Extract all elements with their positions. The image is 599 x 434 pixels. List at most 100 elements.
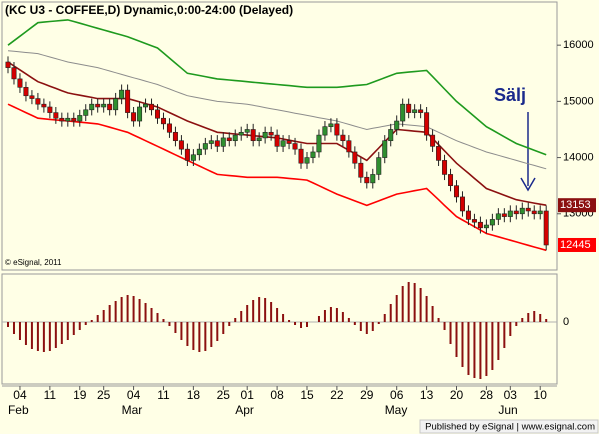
candle-body [155, 109, 161, 119]
oscillator-bar [222, 322, 225, 334]
candle-body [59, 117, 65, 122]
candle-body [107, 103, 113, 111]
x-tick-label: 11 [157, 388, 170, 402]
candle-body [477, 221, 483, 229]
oscillator-bar [294, 322, 297, 325]
oscillator-bar [545, 319, 548, 322]
candle-body [71, 117, 77, 122]
candle-body [519, 207, 525, 215]
candle-body [376, 157, 382, 175]
oscillator-bar [425, 296, 428, 322]
oscillator-bar [437, 318, 440, 322]
x-tick-label: 18 [187, 388, 201, 402]
candle-body [400, 103, 406, 122]
oscillator-bar [114, 301, 117, 322]
candle-body [184, 148, 190, 161]
candle-body [340, 134, 346, 142]
oscillator-bar [276, 308, 279, 322]
candle-body [448, 174, 454, 186]
oscillator-bar [407, 282, 410, 322]
y-tick-label: 15000 [563, 95, 594, 107]
oscillator-bar [210, 322, 213, 347]
oscillator-bar [78, 322, 81, 330]
candle-body [418, 109, 424, 113]
oscillator-bar [264, 298, 267, 322]
candle-body [125, 89, 131, 113]
oscillator-bar [317, 316, 320, 322]
oscillator-bar [365, 322, 368, 334]
oscillator-bar [449, 322, 452, 344]
candle-body [525, 207, 531, 212]
oscillator-bar [473, 322, 476, 378]
candle-body [430, 134, 436, 147]
candle-body [83, 109, 89, 116]
oscillator-bar [413, 283, 416, 322]
x-tick-label: 13 [420, 388, 434, 402]
candle-body [412, 109, 418, 113]
oscillator-bar [24, 322, 27, 345]
oscillator-bar [18, 322, 21, 340]
oscillator-bar [144, 303, 147, 322]
oscillator-bar [30, 322, 33, 349]
candle-body [166, 123, 172, 133]
annotation-arrowhead [520, 177, 536, 192]
oscillator-bar [72, 322, 75, 335]
candle-body [77, 115, 83, 122]
candle-body [53, 112, 59, 119]
x-tick-label: 04 [13, 388, 27, 402]
candle-body [238, 131, 244, 136]
candle-body [322, 126, 328, 136]
candle-body [5, 61, 11, 68]
candle-body [465, 210, 471, 220]
candle-body [358, 162, 364, 178]
candle-body [531, 210, 537, 215]
candle-body [172, 131, 178, 142]
candle-body [178, 140, 184, 150]
oscillator-bar [228, 322, 231, 326]
candle-body [304, 157, 310, 164]
candle-body [119, 89, 125, 99]
candle-body [513, 210, 519, 215]
candle-body [95, 103, 101, 108]
candle-body [274, 134, 280, 147]
oscillator-bar [479, 322, 482, 379]
oscillator-bar [138, 299, 141, 322]
oscillator-bar [84, 322, 87, 325]
oscillator-bar [60, 322, 63, 344]
oscillator-bar [174, 322, 177, 333]
candle-body [232, 134, 238, 142]
oscillator-bar [240, 311, 243, 322]
candle-body [11, 67, 17, 80]
oscillator-bar [180, 322, 183, 340]
candle-body [442, 160, 448, 175]
candle-body [370, 174, 376, 184]
oscillator-bar [521, 318, 524, 322]
oscillator-bar [383, 314, 386, 322]
footer-box [419, 419, 599, 434]
chart-title: (KC U3 - COFFEE,D) Dynamic,0:00-24:00 (D… [5, 3, 293, 17]
oscillator-bar [306, 322, 308, 327]
oscillator-bar [42, 322, 45, 352]
overlay-line [7, 103, 547, 252]
overlay-last-label: 13153 [560, 199, 591, 211]
candle-body [41, 103, 47, 108]
oscillator-bar [198, 322, 201, 352]
footer: Published by eSignal | www.esignal.com [425, 422, 595, 433]
candle-body [143, 103, 149, 108]
oscillator-bar [401, 286, 404, 322]
candle-body [310, 151, 316, 158]
oscillator-bar [341, 312, 344, 322]
candle-body [250, 129, 256, 142]
month-label: Feb [8, 403, 29, 417]
candle-body [316, 134, 322, 153]
oscillator-bar [252, 300, 255, 322]
candle-body [334, 123, 340, 136]
y-tick-label: 14000 [563, 151, 594, 163]
oscillator-bar [347, 318, 350, 322]
candle-body [113, 98, 119, 111]
candle-body [208, 140, 214, 144]
candle-body [160, 117, 166, 125]
oscillator-bar [467, 322, 470, 375]
oscillator-bar [533, 311, 536, 322]
oscillator-bar [126, 295, 129, 322]
